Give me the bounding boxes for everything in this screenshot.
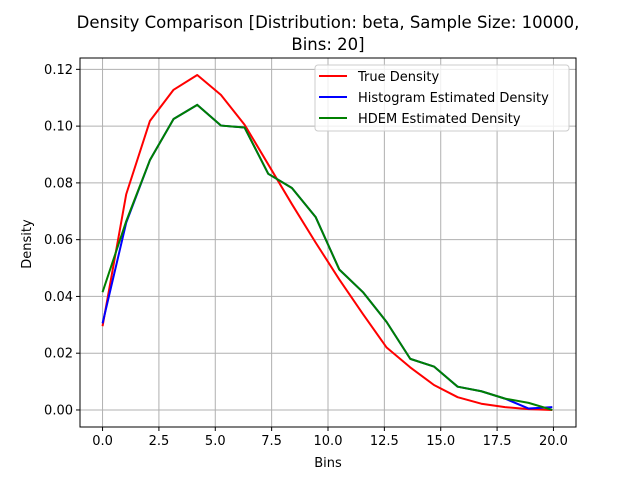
y-axis-label: Density bbox=[20, 219, 35, 269]
y-tick-label: 0.06 bbox=[44, 233, 73, 248]
chart-title-line-1: Density Comparison [Distribution: beta, … bbox=[77, 13, 580, 32]
y-tick-label: 0.04 bbox=[44, 290, 73, 305]
series-line-2 bbox=[101, 103, 553, 410]
x-tick-label: 0.0 bbox=[92, 434, 113, 449]
x-tick-label: 15.0 bbox=[426, 434, 455, 449]
legend: True Density Histogram Estimated Density H… bbox=[314, 64, 570, 132]
y-tick-label: 0.12 bbox=[44, 63, 73, 78]
x-tick-label: 20.0 bbox=[539, 434, 568, 449]
x-axis: 0.0 2.5 5.0 7.5 10.0 12.5 15.0 17.5 20.0 bbox=[92, 427, 568, 449]
x-tick-label: 5.0 bbox=[205, 434, 226, 449]
series-line-1 bbox=[101, 74, 553, 411]
legend-label-3: HDEM Estimated Density bbox=[358, 112, 521, 127]
x-axis-label: Bins bbox=[314, 456, 342, 471]
x-tick-label: 17.5 bbox=[483, 434, 512, 449]
legend-box bbox=[314, 64, 570, 132]
chart-title: Density Comparison [Distribution: beta, … bbox=[77, 13, 580, 54]
chart-title-line-2: Bins: 20] bbox=[291, 35, 364, 54]
series-line-3 bbox=[101, 103, 553, 411]
x-tick-label: 2.5 bbox=[149, 434, 170, 449]
y-tick-label: 0.02 bbox=[44, 347, 73, 362]
y-tick-label: 0.10 bbox=[44, 120, 73, 135]
series-layer bbox=[101, 74, 553, 411]
legend-label-2: Histogram Estimated Density bbox=[358, 91, 549, 106]
y-tick-label: 0.08 bbox=[44, 176, 73, 191]
y-tick-label: 0.00 bbox=[44, 403, 73, 418]
x-tick-label: 7.5 bbox=[261, 434, 282, 449]
y-axis: 0.00 0.02 0.04 0.06 0.08 0.10 0.12 bbox=[44, 63, 80, 418]
x-tick-label: 10.0 bbox=[314, 434, 343, 449]
legend-label-1: True Density bbox=[357, 70, 439, 85]
x-tick-label: 12.5 bbox=[370, 434, 399, 449]
